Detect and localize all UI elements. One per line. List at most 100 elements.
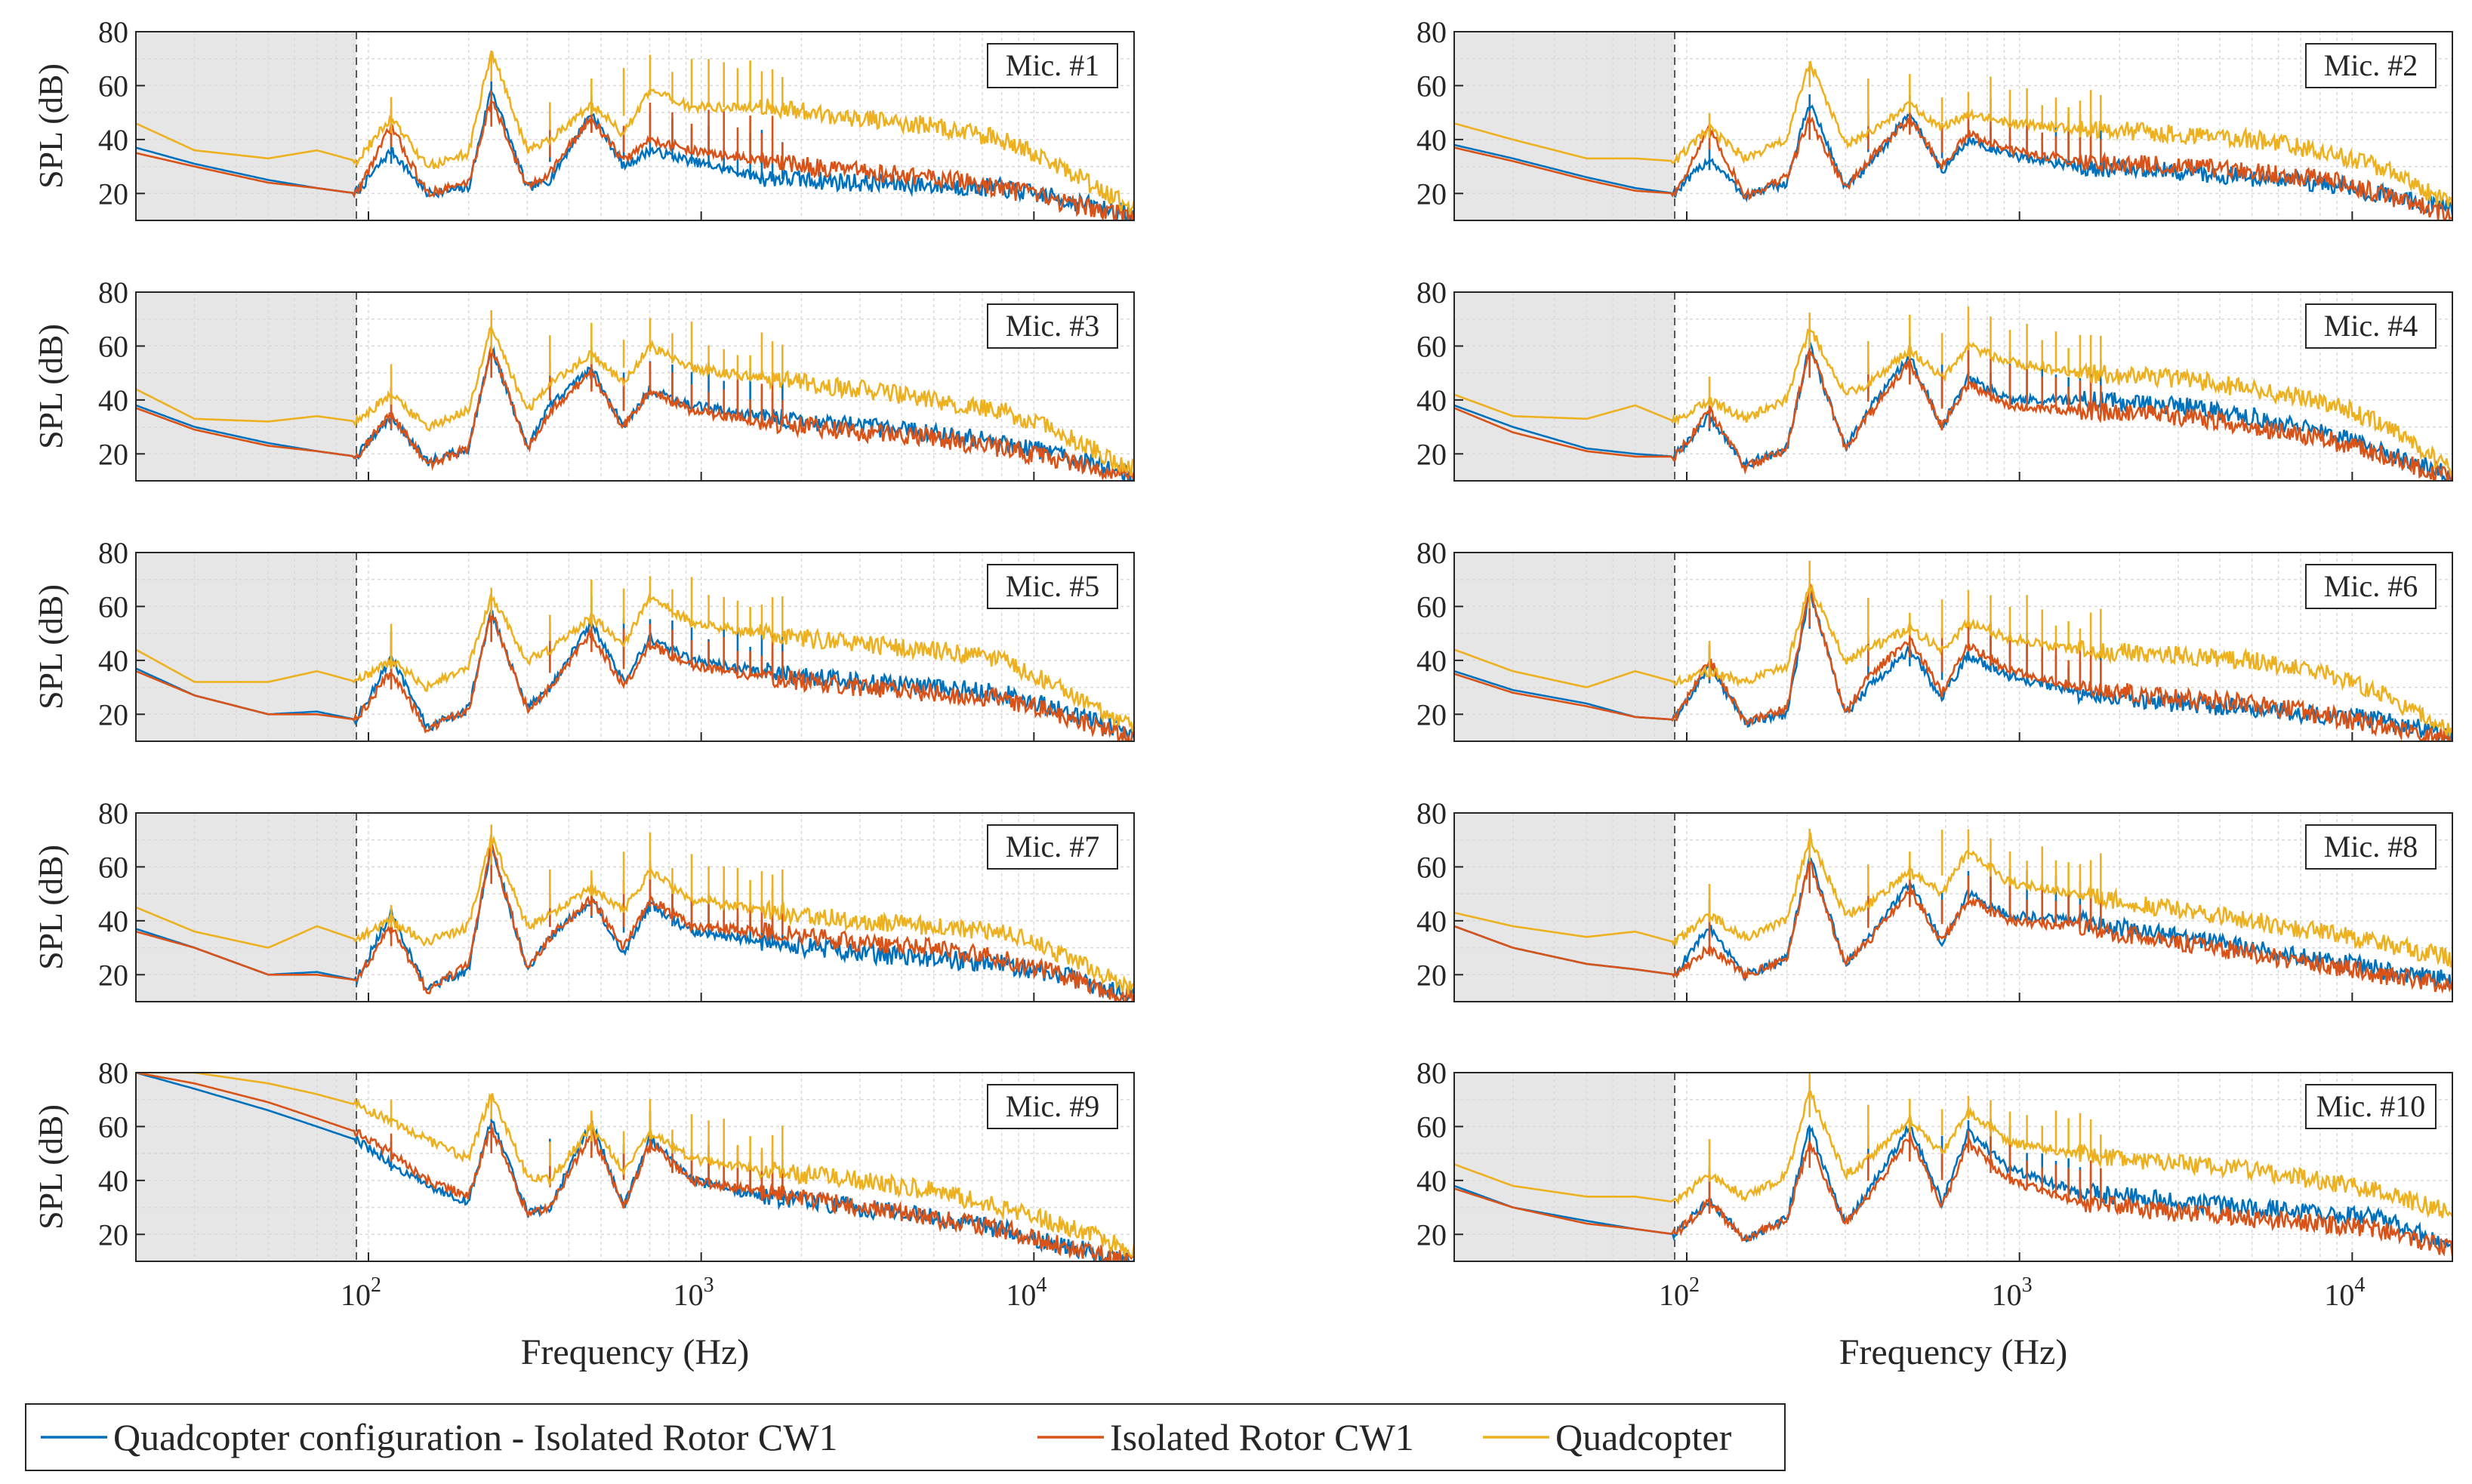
legend-box	[25, 1403, 1786, 1471]
excluded-band	[136, 32, 357, 220]
y-axis-label: SPL (dB)	[32, 63, 69, 189]
tonal-peaks	[1708, 306, 2102, 406]
series-line	[1454, 832, 2452, 968]
y-tick-label: 80	[1416, 796, 1447, 830]
panel-9: 20 40 60 80 102 103 104 SPL (dB) Frequency (Hz) M…	[32, 1056, 1135, 1372]
series-line	[136, 593, 1134, 732]
tonal-peaks	[1708, 61, 2102, 138]
mic-label: Mic. #4	[2324, 309, 2418, 343]
mic-label: Mic. #8	[2324, 830, 2418, 864]
y-tick-label: 20	[1416, 1218, 1447, 1252]
series-line	[1454, 115, 2452, 220]
series-line	[1454, 348, 2452, 481]
panel-3: 20 40 60 80 SPL (dB) Mic. #3	[32, 276, 1135, 482]
series-line	[136, 325, 1134, 476]
mic-label-box	[987, 43, 1118, 88]
series-line	[1454, 328, 2452, 479]
series-line	[136, 1073, 1134, 1261]
y-tick-label: 40	[98, 904, 128, 938]
y-tick-label: 80	[98, 536, 128, 570]
y-tick-label: 20	[98, 1218, 128, 1252]
y-tick-label: 40	[1416, 904, 1447, 938]
y-tick-label: 60	[1416, 1110, 1447, 1144]
tonal-peaks	[390, 309, 784, 405]
axes-box	[135, 291, 1135, 482]
grid	[136, 553, 1134, 741]
y-tick-label: 20	[98, 437, 128, 471]
tonal-peaks	[1708, 828, 2102, 922]
y-tick-label: 40	[98, 1164, 128, 1198]
y-tick-label: 80	[98, 796, 128, 830]
y-tick-label: 80	[1416, 276, 1447, 309]
excluded-band	[136, 292, 357, 481]
x-tick-label: 104	[2324, 1273, 2365, 1312]
legend-label: Isolated Rotor CW1	[1110, 1416, 1414, 1458]
panel-7: 20 40 60 80 SPL (dB) Mic. #7	[32, 796, 1135, 1002]
series-line	[1454, 1131, 2452, 1257]
excluded-band	[1454, 1073, 1675, 1261]
tonal-peaks	[390, 51, 784, 134]
y-tick-label: 80	[1416, 15, 1447, 49]
x-tick-label: 103	[673, 1273, 714, 1312]
excluded-band	[1454, 813, 1675, 1002]
panel-1: 20 40 60 80 SPL (dB) Mic. #1	[32, 15, 1135, 221]
series-line	[136, 51, 1134, 215]
y-axis-label: SPL (dB)	[32, 1104, 69, 1230]
series-line	[1454, 583, 2452, 741]
excluded-band	[1454, 292, 1675, 481]
series-line	[1454, 60, 2452, 208]
mic-label: Mic. #1	[1006, 48, 1099, 82]
excluded-band	[1454, 553, 1675, 741]
y-tick-label: 80	[98, 1056, 128, 1090]
legend-label: Quadcopter	[1555, 1416, 1732, 1458]
y-tick-label: 60	[98, 69, 128, 103]
y-tick-label: 40	[1416, 383, 1447, 417]
axes-box	[135, 812, 1135, 1002]
series-line	[1454, 861, 2452, 994]
mic-label-box	[2305, 1084, 2437, 1129]
y-tick-label: 20	[1416, 437, 1447, 471]
mic-label: Mic. #10	[2316, 1089, 2425, 1123]
tonal-peaks	[1708, 560, 2102, 675]
y-tick-label: 40	[1416, 644, 1447, 678]
mic-label-box	[2305, 824, 2437, 870]
y-tick-label: 60	[1416, 850, 1447, 884]
mic-label-box	[2305, 303, 2437, 349]
mic-label-box	[987, 824, 1118, 870]
excluded-band	[136, 813, 357, 1002]
series-line	[136, 609, 1134, 740]
grid	[136, 292, 1134, 481]
axes-box	[1453, 1072, 2453, 1262]
y-axis-label: SPL (dB)	[32, 584, 69, 710]
y-tick-label: 60	[1416, 590, 1447, 623]
y-tick-label: 20	[1416, 958, 1447, 992]
axes-box	[1453, 812, 2453, 1002]
y-tick-label: 20	[98, 177, 128, 211]
series-line	[136, 346, 1134, 481]
mic-label: Mic. #7	[1006, 830, 1099, 864]
series-line	[136, 839, 1134, 1002]
mic-label-box	[2305, 564, 2437, 609]
excluded-band	[136, 1073, 357, 1261]
axes-box	[135, 552, 1135, 742]
series-line	[136, 98, 1134, 220]
y-tick-label: 80	[1416, 1056, 1447, 1090]
y-tick-label: 20	[1416, 697, 1447, 731]
mic-label-box	[2305, 43, 2437, 88]
y-tick-label: 80	[98, 15, 128, 49]
panel-8: 20 40 60 80 Mic. #8	[1416, 796, 2453, 1002]
mic-label: Mic. #6	[2324, 569, 2418, 603]
mic-label: Mic. #3	[1006, 309, 1099, 343]
mic-label-box	[987, 1084, 1118, 1129]
axes-box	[135, 1072, 1135, 1262]
y-tick-label: 40	[1416, 1164, 1447, 1198]
mic-label-box	[987, 303, 1118, 349]
y-tick-label: 40	[98, 123, 128, 157]
x-tick-label: 102	[341, 1273, 381, 1312]
axes-box	[1453, 291, 2453, 482]
axes-box	[1453, 31, 2453, 221]
series-line	[136, 610, 1134, 741]
y-tick-label: 20	[98, 697, 128, 731]
panel-2: 20 40 60 80 Mic. #2	[1416, 15, 2453, 221]
